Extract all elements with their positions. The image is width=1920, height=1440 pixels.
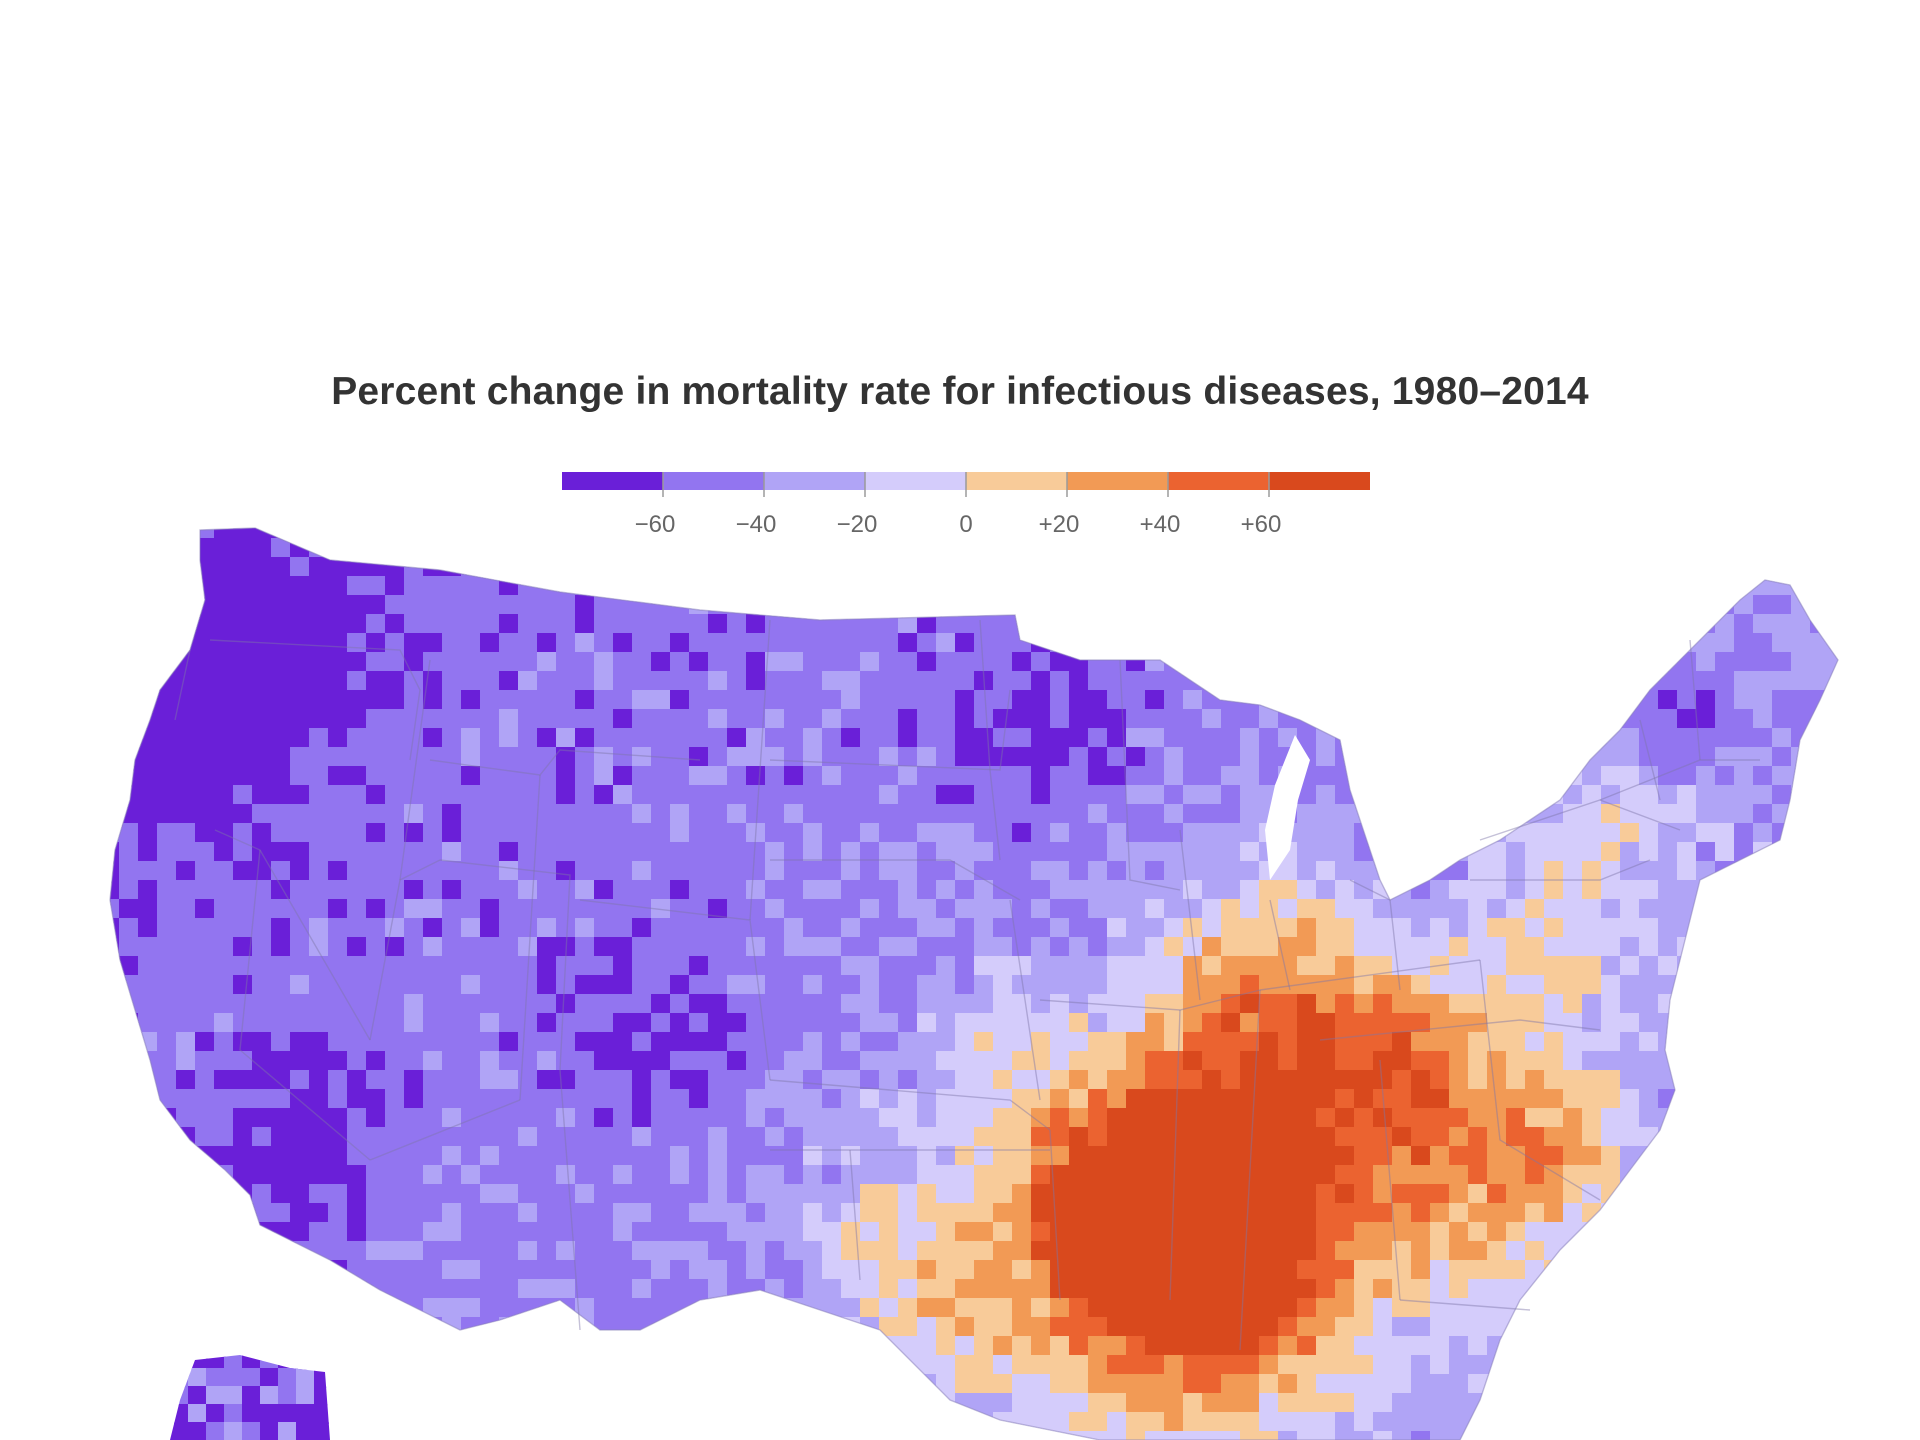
legend-tick-label: −60: [635, 511, 676, 538]
state-border: [214, 829, 371, 1041]
legend-swatch: [1269, 472, 1370, 490]
state-border: [439, 859, 571, 1071]
legend-scale: −60 −40 −20 0 +20 +40 +60: [562, 472, 1370, 538]
state-border: [1470, 859, 1651, 881]
legend-swatch: [865, 472, 966, 490]
state-border: [1319, 1019, 1601, 1041]
color-legend: −60 −40 −20 0 +20 +40 +60: [560, 472, 1370, 542]
legend-swatch: [663, 472, 764, 490]
state-border: [559, 1069, 581, 1331]
state-border: [1009, 899, 1041, 1101]
state-border: [1639, 719, 1661, 801]
state-border: [1479, 959, 1601, 1201]
legend-swatch: [1168, 472, 1269, 490]
state-border: [1399, 1299, 1531, 1311]
state-border: [1169, 1009, 1181, 1301]
state-border: [1039, 989, 1261, 1011]
state-border: [519, 774, 541, 1101]
state-border: [769, 1079, 1051, 1131]
state-border: [1049, 1129, 1061, 1301]
state-border: [1599, 759, 1760, 801]
legend-tick-label: +20: [1039, 511, 1080, 538]
state-border: [1239, 989, 1261, 1351]
state-border: [429, 749, 701, 776]
legend-tick-label: 0: [959, 511, 972, 538]
legend-tick-label: +40: [1140, 511, 1181, 538]
legend-swatch: [764, 472, 865, 490]
state-border: [1269, 899, 1291, 991]
state-border: [174, 649, 191, 721]
legend-tick-label: −20: [837, 511, 878, 538]
state-border: [849, 1149, 861, 1281]
state-borders: [174, 619, 1760, 1351]
state-border: [1689, 639, 1701, 761]
legend-tick-label: −40: [736, 511, 777, 538]
alaska: [170, 1355, 330, 1440]
state-border: [1119, 659, 1181, 891]
state-border: [369, 1099, 521, 1161]
state-border: [769, 689, 1011, 771]
state-border: [770, 859, 1021, 901]
state-border: [979, 619, 991, 771]
state-border: [579, 899, 771, 1081]
state-border: [749, 619, 771, 921]
state-border: [1379, 1059, 1401, 1301]
map-title: Percent change in mortality rate for inf…: [331, 370, 1589, 413]
state-border: [1259, 959, 1481, 991]
legend-swatch: [1067, 472, 1168, 490]
legend-tick-label: +60: [1241, 511, 1282, 538]
legend-swatch: [562, 472, 663, 490]
state-border: [989, 769, 1001, 861]
state-border: [239, 849, 371, 1161]
legend-swatch: [966, 472, 1067, 490]
state-border: [369, 859, 441, 1041]
state-border: [209, 639, 421, 761]
lake-michigan: [1265, 735, 1310, 880]
state-border: [399, 659, 431, 881]
state-border: [1179, 829, 1201, 1001]
